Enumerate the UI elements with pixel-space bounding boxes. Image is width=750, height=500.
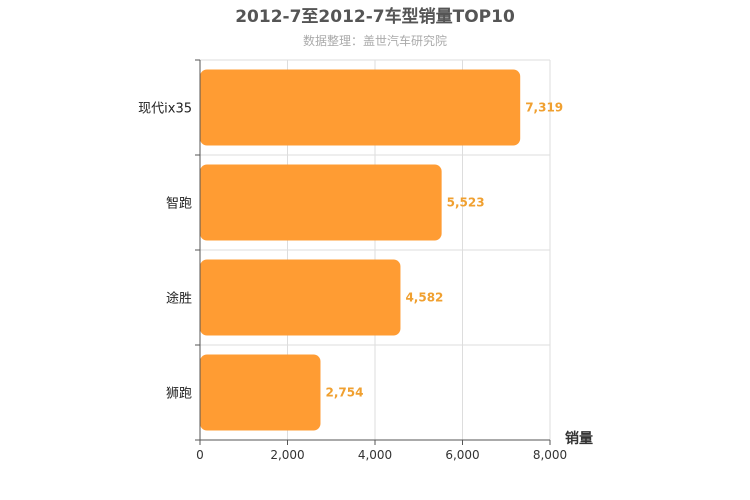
- chart-subtitle: 数据整理：盖世汽车研究院: [303, 33, 447, 48]
- category-label-2: 智跑: [166, 197, 192, 212]
- category-label-4: 狮跑: [166, 387, 192, 402]
- bar-3: [200, 259, 401, 336]
- bar-2: [200, 164, 442, 241]
- value-label-4: 2,754: [325, 386, 363, 400]
- x-tick-label-2: 2,000: [270, 448, 304, 462]
- x-tick-label-4: 6,000: [445, 448, 479, 462]
- bar-4: [200, 354, 321, 431]
- value-label-2: 5,523: [447, 196, 485, 210]
- bar-1: [200, 69, 521, 146]
- value-label-1: 7,319: [525, 101, 563, 115]
- x-tick-label-5: 8,000: [533, 448, 567, 462]
- axes: [195, 59, 551, 445]
- x-axis-name: 销量: [565, 430, 593, 447]
- labels: 7,319 现代ix35 5,523 智跑 4,582 途胜 2,754 狮跑 0 2,000 4,…: [138, 101, 567, 463]
- chart-title: 2012-7至2012-7车型销量TOP10: [235, 6, 515, 27]
- x-tick-label-3: 4,000: [358, 448, 392, 462]
- bars: [200, 69, 521, 431]
- category-label-3: 途胜: [166, 291, 192, 307]
- x-tick-label-1: 0: [196, 448, 204, 462]
- value-label-3: 4,582: [405, 291, 443, 305]
- category-label-1: 现代ix35: [138, 102, 192, 117]
